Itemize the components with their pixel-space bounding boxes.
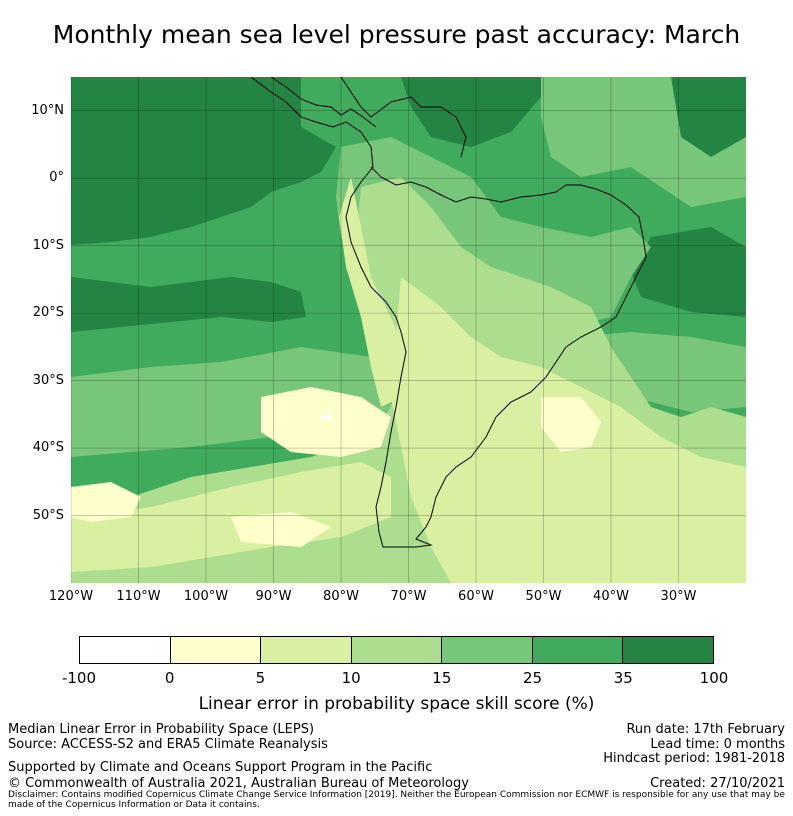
lat-tick-label: 40°S (32, 440, 64, 456)
skill-region-high (671, 77, 746, 157)
coastline (250, 77, 647, 548)
lon-tick-label: 50°W (525, 589, 562, 604)
lon-tick-label: 30°W (660, 589, 697, 604)
lat-tick-label: 10°S (32, 237, 64, 253)
skill-region-andes (339, 177, 406, 407)
central-america-coast (270, 77, 377, 128)
lon-tick-label: 60°W (458, 589, 494, 604)
colorbar-segment (351, 637, 443, 663)
colorbar (79, 636, 714, 664)
colorbar-tick-label: -100 (61, 669, 97, 687)
skill-region-high (631, 227, 746, 317)
colorbar-tick-label: 100 (699, 669, 729, 687)
colorbar-tick-label: 35 (613, 669, 633, 687)
skill-region-lowest (231, 512, 331, 547)
colorbar-segment (532, 637, 624, 663)
lat-tick-label: 20°S (32, 305, 64, 321)
colorbar-segment (261, 637, 352, 663)
lon-tick-label: 120°W (48, 589, 94, 604)
footer-hindcast: Hindcast period: 1981-2018 (603, 751, 785, 766)
caribbean-coast (340, 77, 467, 158)
skill-region-high (401, 77, 541, 147)
colorbar-tick-label: 10 (341, 669, 361, 687)
lat-tick-label: 10°N (31, 102, 64, 118)
footer-lead-time: Lead time: 0 months (650, 737, 785, 752)
colorbar-tick-label: 0 (164, 669, 175, 687)
skill-region-negative (321, 414, 331, 420)
skill-region-mid (541, 77, 746, 207)
footer-created: Created: 27/10/2021 (650, 776, 785, 791)
lon-tick-label: 110°W (116, 589, 161, 604)
map-canvas (71, 77, 746, 583)
skill-region-lowest (541, 397, 601, 452)
chart-title: Monthly mean sea level pressure past acc… (52, 20, 741, 49)
colorbar-tick-label: 25 (523, 669, 543, 687)
footer-run-date: Run date: 17th February (626, 722, 785, 737)
colorbar-segment (442, 637, 533, 663)
lon-tick-label: 70°W (390, 589, 427, 604)
skill-region-lowest (261, 387, 391, 457)
lat-tick-label: 0° (49, 170, 64, 186)
colorbar-segment (623, 637, 714, 663)
skill-region-lowest (71, 482, 141, 522)
colorbar-segment (170, 637, 262, 663)
lon-tick-label: 100°W (183, 589, 229, 604)
skill-region-mid (336, 137, 651, 327)
footer-support: Supported by Climate and Oceans Support … (8, 760, 433, 775)
footer-disclaimer: Disclaimer: Contains modified Copernicus… (8, 790, 785, 810)
lon-tick-label: 80°W (323, 589, 359, 604)
lat-tick-label: 30°S (32, 372, 64, 388)
lon-tick-label: 90°W (255, 589, 292, 604)
skill-score-map (71, 77, 746, 583)
graticule (71, 77, 746, 583)
colorbar-segment (80, 637, 171, 663)
skill-region-high (71, 77, 336, 245)
footer-source: Source: ACCESS-S2 and ERA5 Climate Reana… (8, 737, 328, 752)
lat-tick-label: 50°S (32, 507, 64, 523)
colorbar-tick-label: 15 (432, 669, 452, 687)
colorbar-label: Linear error in probability space skill … (198, 694, 595, 714)
colorbar-tick-label: 5 (255, 669, 266, 687)
footer-method: Median Linear Error in Probability Space… (8, 722, 315, 737)
skill-region-high (71, 277, 306, 332)
skill-region-mid (571, 332, 746, 412)
footer-copyright: © Commonwealth of Australia 2021, Austra… (8, 776, 469, 791)
lon-tick-label: 40°W (593, 589, 629, 604)
